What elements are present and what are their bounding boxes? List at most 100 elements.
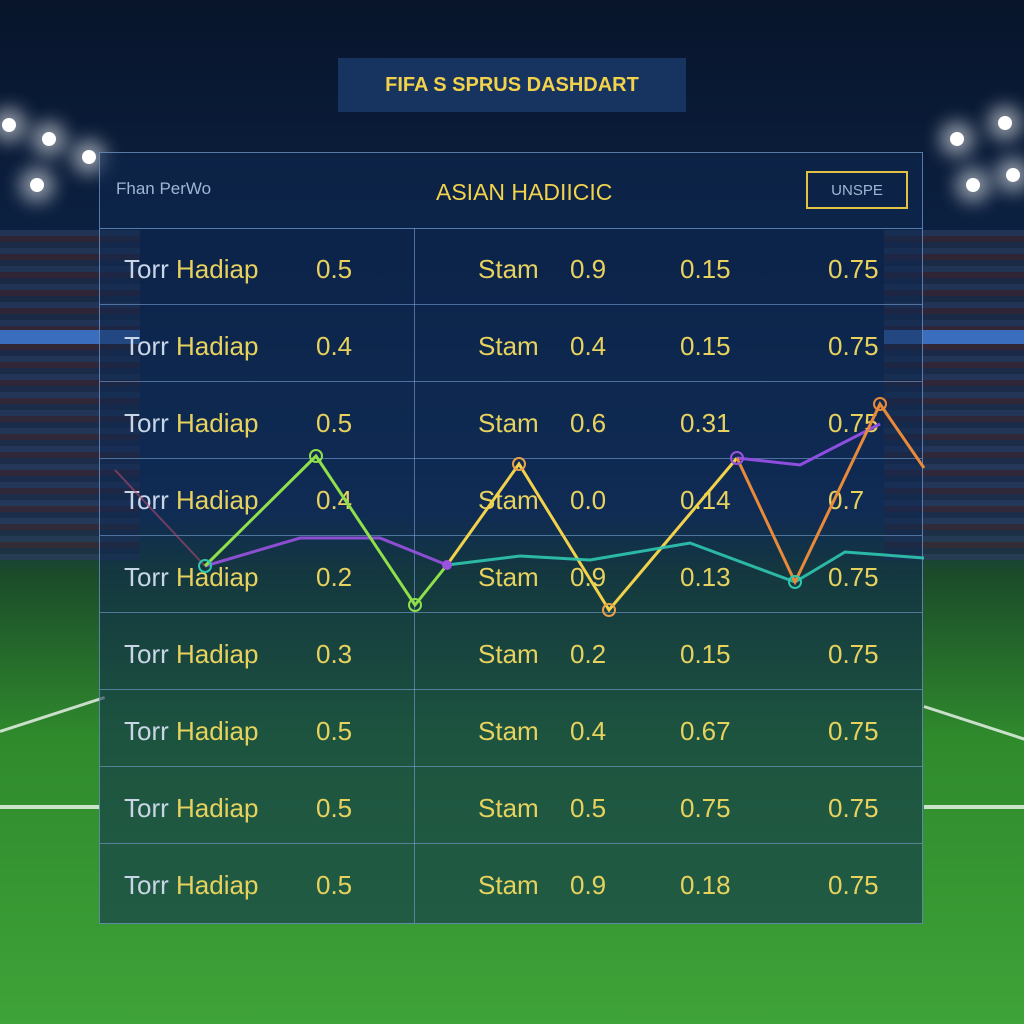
line-value: 0.7 [828,485,865,515]
handicap-value: 0.3 [316,639,353,669]
line-value: 0.75 [828,254,879,284]
table-row[interactable]: Torr Hadiap 0.3 Stam 0.2 0.15 0.75 [100,613,922,690]
handicap-value: 0.4 [316,331,353,361]
stam-value: 0.6 [570,408,607,438]
line-value: 0.75 [828,716,879,746]
handicap-value: 0.5 [316,254,353,284]
table-row[interactable]: Torr Hadiap 0.5 Stam 0.5 0.75 0.75 [100,767,922,844]
pitch-line-left [0,805,99,809]
dashboard-title: FIFA S SPRUS DASHDART [338,58,686,112]
stam-label: Stam [478,485,539,515]
odds-table: Torr Hadiap 0.5 Stam 0.9 0.15 0.75 Torr Hadiap… [100,228,922,921]
pitch-line-diagonal-left [0,696,106,733]
stam-value: 0.9 [570,562,607,592]
odds-value: 0.75 [680,793,731,823]
line-value: 0.75 [828,408,879,438]
row-label-text: Hadiap [176,793,259,823]
row-label-text: Hadiap [176,639,259,669]
line-value: 0.75 [828,331,879,361]
odds-value: 0.13 [680,562,731,592]
stam-value: 0.2 [570,639,607,669]
asian-handicap-panel: Fhan PerWo ASIAN HADIICIC UNSPE Torr Had… [99,152,923,924]
handicap-value: 0.5 [316,716,353,746]
row-label-prefix: Torr [124,562,169,592]
stam-label: Stam [478,716,539,746]
floodlight-icon [1006,168,1020,182]
table-row[interactable]: Torr Hadiap 0.4 Stam 0.4 0.15 0.75 [100,305,922,382]
row-label-prefix: Torr [124,331,169,361]
row-label-prefix: Torr [124,408,169,438]
odds-value: 0.15 [680,639,731,669]
handicap-value: 0.4 [316,485,353,515]
stam-label: Stam [478,254,539,284]
stam-label: Stam [478,870,539,900]
pitch-line-right [924,805,1024,809]
floodlight-icon [950,132,964,146]
row-label-prefix: Torr [124,254,169,284]
stam-value: 0.4 [570,716,607,746]
stam-label: Stam [478,562,539,592]
pitch-line-diagonal-right [923,705,1024,742]
odds-value: 0.14 [680,485,731,515]
unspe-button[interactable]: UNSPE [806,171,908,209]
floodlight-icon [998,116,1012,130]
row-label-text: Hadiap [176,408,259,438]
row-label-text: Hadiap [176,331,259,361]
row-label: Torr Hadiap [124,793,258,824]
table-row[interactable]: Torr Hadiap 0.4 Stam 0.0 0.14 0.7 [100,459,922,536]
row-label: Torr Hadiap [124,639,258,670]
floodlight-icon [42,132,56,146]
row-label-text: Hadiap [176,254,259,284]
stam-value: 0.5 [570,793,607,823]
line-value: 0.75 [828,793,879,823]
row-label-text: Hadiap [176,485,259,515]
line-value: 0.75 [828,562,879,592]
row-label-prefix: Torr [124,870,169,900]
row-label: Torr Hadiap [124,562,258,593]
row-label: Torr Hadiap [124,716,258,747]
table-row[interactable]: Torr Hadiap 0.5 Stam 0.9 0.18 0.75 [100,844,922,921]
row-label: Torr Hadiap [124,870,258,901]
stam-value: 0.9 [570,870,607,900]
row-label-text: Hadiap [176,870,259,900]
handicap-value: 0.5 [316,408,353,438]
odds-value: 0.67 [680,716,731,746]
odds-value: 0.31 [680,408,731,438]
panel-title: ASIAN HADIICIC [436,179,613,205]
odds-value: 0.18 [680,870,731,900]
table-row[interactable]: Torr Hadiap 0.2 Stam 0.9 0.13 0.75 [100,536,922,613]
row-label-prefix: Torr [124,793,169,823]
stam-value: 0.9 [570,254,607,284]
floodlight-icon [82,150,96,164]
row-label-text: Hadiap [176,562,259,592]
handicap-value: 0.5 [316,870,353,900]
row-label: Torr Hadiap [124,331,258,362]
floodlight-icon [966,178,980,192]
stam-label: Stam [478,331,539,361]
row-label: Torr Hadiap [124,485,258,516]
odds-value: 0.15 [680,331,731,361]
stam-value: 0.4 [570,331,607,361]
row-label: Torr Hadiap [124,254,258,285]
row-label-text: Hadiap [176,716,259,746]
table-row[interactable]: Torr Hadiap 0.5 Stam 0.4 0.67 0.75 [100,690,922,767]
stam-label: Stam [478,793,539,823]
floodlight-icon [2,118,16,132]
floodlight-icon [30,178,44,192]
line-value: 0.75 [828,639,879,669]
table-row[interactable]: Torr Hadiap 0.5 Stam 0.9 0.15 0.75 [100,228,922,305]
row-label-prefix: Torr [124,485,169,515]
stam-value: 0.0 [570,485,607,515]
panel-subtitle: Fhan PerWo [116,179,212,198]
line-value: 0.75 [828,870,879,900]
row-label: Torr Hadiap [124,408,258,439]
handicap-value: 0.5 [316,793,353,823]
handicap-value: 0.2 [316,562,353,592]
stam-label: Stam [478,408,539,438]
stam-label: Stam [478,639,539,669]
odds-value: 0.15 [680,254,731,284]
table-row[interactable]: Torr Hadiap 0.5 Stam 0.6 0.31 0.75 [100,382,922,459]
row-label-prefix: Torr [124,639,169,669]
panel-header: Fhan PerWo ASIAN HADIICIC UNSPE [100,153,922,229]
